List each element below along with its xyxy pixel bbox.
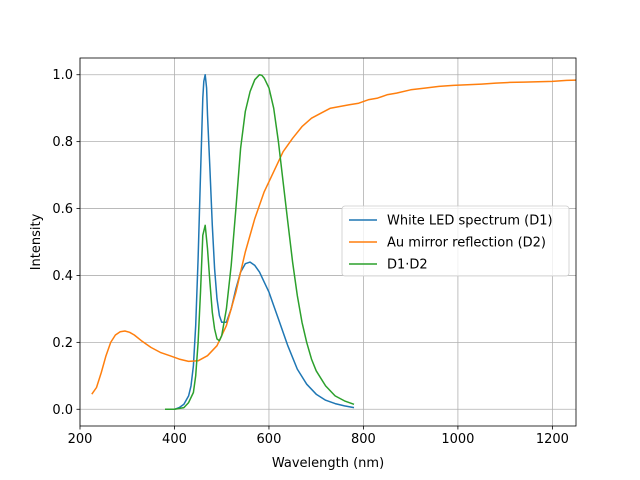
x-tick-label: 200 [68,432,93,447]
y-tick-label: 1.0 [52,68,73,83]
series-layer [91,73,577,411]
legend-label: D1·D2 [387,258,428,273]
y-tick-label: 0.8 [52,135,73,150]
legend-box [341,205,570,277]
x-tick-label: 400 [162,432,187,447]
legend: White LED spectrum (D1) Au mirror reflect… [341,205,570,277]
legend-label: Au mirror reflection (D2) [387,236,546,251]
series-line-3 [165,73,355,411]
x-axis-label: Wavelength (nm) [272,456,384,471]
x-tick-label: 1200 [536,432,569,447]
y-axis-label: Intensity [29,213,44,270]
y-tick-label: 0.4 [52,269,73,284]
y-tick-label: 0.6 [52,202,73,217]
x-tick-label: 800 [351,432,376,447]
plot-frame [79,57,577,427]
legend-label: White LED spectrum (D1) [387,214,553,229]
x-tick-label: 1000 [441,432,474,447]
series-line-1 [165,73,355,411]
ticks: 200 400 600 800 1000 1200 0.0 0.2 0.4 0.6 0.8 1.0 [52,68,569,447]
y-tick-label: 0.0 [52,403,73,418]
series-line-2 [91,79,577,395]
x-tick-label: 600 [257,432,282,447]
y-tick-label: 0.2 [52,336,73,351]
